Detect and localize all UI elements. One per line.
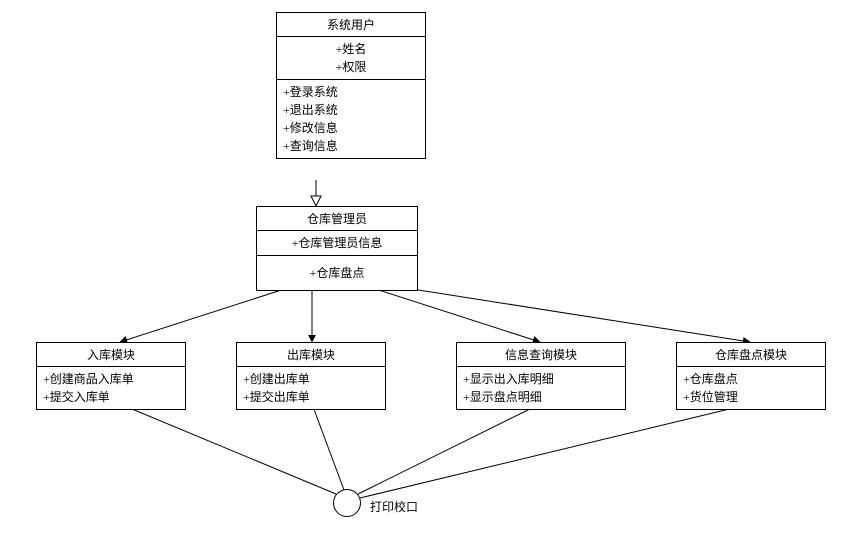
class-methods: +显示出入库明细 +显示盘点明细 <box>457 367 625 409</box>
interface-print-label: 打印校口 <box>370 498 418 515</box>
class-title: 出库模块 <box>237 343 385 367</box>
class-system-user: 系统用户 +姓名 +权限 +登录系统 +退出系统 +修改信息 +查询信息 <box>276 12 426 159</box>
class-title: 仓库盘点模块 <box>677 343 825 367</box>
class-inventory-module: 仓库盘点模块 +仓库盘点 +货位管理 <box>676 342 826 410</box>
diagram-edges <box>0 0 865 558</box>
class-info-query-module: 信息查询模块 +显示出入库明细 +显示盘点明细 <box>456 342 626 410</box>
class-methods: +登录系统 +退出系统 +修改信息 +查询信息 <box>277 80 425 158</box>
class-title: 信息查询模块 <box>457 343 625 367</box>
class-methods: +创建出库单 +提交出库单 <box>237 367 385 409</box>
class-attributes: +姓名 +权限 <box>277 37 425 80</box>
class-methods: +创建商品入库单 +提交入库单 <box>37 367 185 409</box>
class-title: 入库模块 <box>37 343 185 367</box>
class-methods: +仓库盘点 +货位管理 <box>677 367 825 409</box>
class-title: 仓库管理员 <box>257 207 417 231</box>
class-inbound-module: 入库模块 +创建商品入库单 +提交入库单 <box>36 342 186 410</box>
class-attributes: +仓库管理员信息 <box>257 231 417 256</box>
class-outbound-module: 出库模块 +创建出库单 +提交出库单 <box>236 342 386 410</box>
interface-print <box>333 489 361 517</box>
class-methods: +仓库盘点 <box>257 256 417 290</box>
class-title: 系统用户 <box>277 13 425 37</box>
class-warehouse-admin: 仓库管理员 +仓库管理员信息 +仓库盘点 <box>256 206 418 291</box>
